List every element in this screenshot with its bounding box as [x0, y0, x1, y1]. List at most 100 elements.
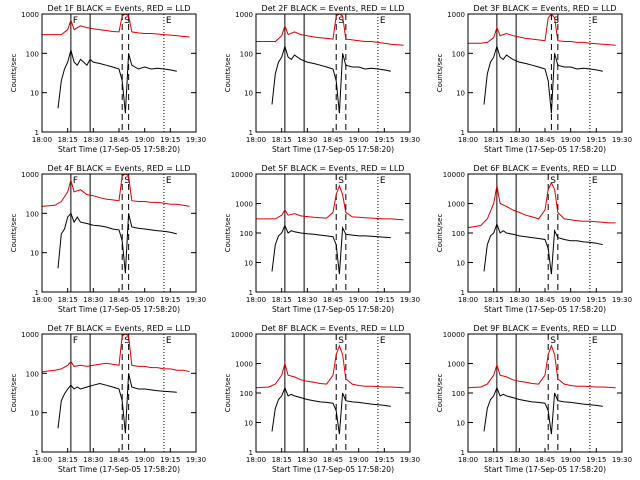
x-tick-label: 18:30 — [83, 456, 103, 464]
panel-det-2: Det 2F BLACK = Events, RED = LLD S E 1 10 100… — [224, 4, 420, 154]
series-line-lld — [41, 333, 190, 373]
y-tick-label: 100 — [26, 50, 39, 58]
x-tick-label: 18:45 — [109, 136, 129, 144]
marker-label: E — [592, 336, 598, 346]
panel-title: Det 7F BLACK = Events, RED = LLD — [48, 324, 191, 333]
series-line-lld — [256, 184, 404, 221]
y-tick-label: 100 — [240, 230, 253, 238]
x-tick-label: 18:15 — [272, 296, 292, 304]
x-axis-label: Start Time (17-Sep-05 17:58:20) — [272, 145, 394, 154]
x-tick-label: 19:30 — [400, 136, 420, 144]
x-tick-label: 19:00 — [349, 296, 369, 304]
x-tick-label: 19:30 — [400, 456, 420, 464]
x-tick-label: 19:30 — [612, 136, 632, 144]
x-tick-label: 18:15 — [58, 136, 78, 144]
y-tick-label: 100 — [452, 50, 465, 58]
y-tick-label: 100 — [240, 50, 253, 58]
marker-label: E — [166, 176, 172, 186]
y-tick-label: 1 — [461, 449, 465, 457]
x-tick-label: 18:30 — [83, 136, 103, 144]
x-tick-label: 19:30 — [186, 456, 206, 464]
y-tick-label: 10 — [30, 250, 39, 258]
marker-label: F — [73, 336, 78, 346]
series-line-events — [57, 373, 177, 434]
x-tick-label: 18:30 — [297, 296, 317, 304]
x-tick-label: 18:45 — [535, 136, 555, 144]
y-tick-label: 10 — [244, 260, 253, 268]
plot-frame — [255, 333, 411, 453]
panel-det-5: Det 5F BLACK = Events, RED = LLD S E 1 10 100… — [224, 164, 420, 314]
x-tick-label: 19:00 — [349, 456, 369, 464]
y-tick-label: 1000 — [447, 11, 465, 19]
panel-title: Det 5F BLACK = Events, RED = LLD — [262, 164, 405, 173]
marker-label: S — [550, 176, 556, 186]
x-tick-label: 19:00 — [135, 296, 155, 304]
x-tick-label: 19:30 — [186, 296, 206, 304]
y-tick-label: 10000 — [231, 171, 253, 179]
x-tick-label: 18:15 — [484, 296, 504, 304]
x-tick-label: 18:45 — [323, 136, 343, 144]
y-tick-label: 1000 — [235, 11, 253, 19]
x-tick-label: 19:15 — [374, 456, 394, 464]
y-tick-label: 1 — [35, 289, 39, 297]
panel-det-6: Det 6F BLACK = Events, RED = LLD S E 1 10 100… — [436, 164, 632, 314]
y-tick-label: 1000 — [447, 361, 465, 369]
marker-label: S — [338, 176, 344, 186]
y-tick-label: 10 — [456, 420, 465, 428]
x-tick-label: 19:15 — [160, 136, 180, 144]
marker-label: S — [553, 16, 559, 26]
series-line-lld — [467, 344, 616, 389]
x-tick-label: 18:00 — [458, 456, 478, 464]
series-line-lld — [255, 344, 404, 389]
x-tick-label: 18:15 — [58, 456, 78, 464]
panel-det-1: Det 1F BLACK = Events, RED = LLD F S E 1 10 10… — [10, 4, 206, 154]
series-line-lld — [467, 181, 616, 229]
x-tick-label: 18:15 — [272, 456, 292, 464]
marker-label: S — [124, 16, 130, 26]
x-tick-label: 19:00 — [135, 136, 155, 144]
y-tick-label: 10 — [244, 420, 253, 428]
series-line-events — [483, 386, 603, 435]
marker-label: E — [380, 336, 386, 346]
x-tick-label: 19:15 — [586, 136, 606, 144]
y-tick-label: 10 — [456, 90, 465, 98]
x-axis-label: Start Time (17-Sep-05 17:58:20) — [484, 145, 606, 154]
y-tick-label: 10000 — [443, 171, 465, 179]
x-axis-label: Start Time (17-Sep-05 17:58:20) — [484, 465, 606, 474]
x-axis-label: Start Time (17-Sep-05 17:58:20) — [484, 305, 606, 314]
marker-label: S — [124, 176, 130, 186]
x-tick-label: 19:30 — [400, 296, 420, 304]
x-axis-label: Start Time (17-Sep-05 17:58:20) — [272, 465, 394, 474]
y-tick-label: 1 — [461, 289, 465, 297]
x-tick-label: 19:00 — [349, 136, 369, 144]
marker-label: S — [338, 16, 344, 26]
x-axis-label: Start Time (17-Sep-05 17:58:20) — [58, 305, 180, 314]
plot-frame — [255, 13, 411, 133]
y-tick-label: 10 — [30, 410, 39, 418]
x-tick-label: 19:00 — [561, 136, 581, 144]
y-tick-label: 10 — [244, 90, 253, 98]
y-axis-label: Counts/sec — [436, 54, 444, 93]
x-tick-label: 18:30 — [297, 136, 317, 144]
x-tick-label: 18:45 — [323, 296, 343, 304]
y-axis-label: Counts/sec — [224, 214, 232, 253]
x-axis-label: Start Time (17-Sep-05 17:58:20) — [272, 305, 394, 314]
x-axis-label: Start Time (17-Sep-05 17:58:20) — [58, 145, 180, 154]
y-tick-label: 100 — [240, 390, 253, 398]
y-tick-label: 100 — [452, 230, 465, 238]
y-tick-label: 1 — [461, 129, 465, 137]
panel-title: Det 8F BLACK = Events, RED = LLD — [262, 324, 405, 333]
y-tick-label: 1000 — [21, 171, 39, 179]
y-tick-label: 1000 — [235, 361, 253, 369]
y-tick-label: 100 — [26, 370, 39, 378]
x-tick-label: 18:00 — [458, 136, 478, 144]
series-line-lld — [256, 13, 404, 46]
y-tick-label: 1 — [35, 129, 39, 137]
y-axis-label: Counts/sec — [10, 54, 18, 93]
x-tick-label: 18:15 — [58, 296, 78, 304]
y-tick-label: 10 — [30, 90, 39, 98]
y-axis-label: Counts/sec — [224, 374, 232, 413]
panel-title: Det 3F BLACK = Events, RED = LLD — [474, 4, 617, 13]
panel-title: Det 1F BLACK = Events, RED = LLD — [48, 4, 191, 13]
